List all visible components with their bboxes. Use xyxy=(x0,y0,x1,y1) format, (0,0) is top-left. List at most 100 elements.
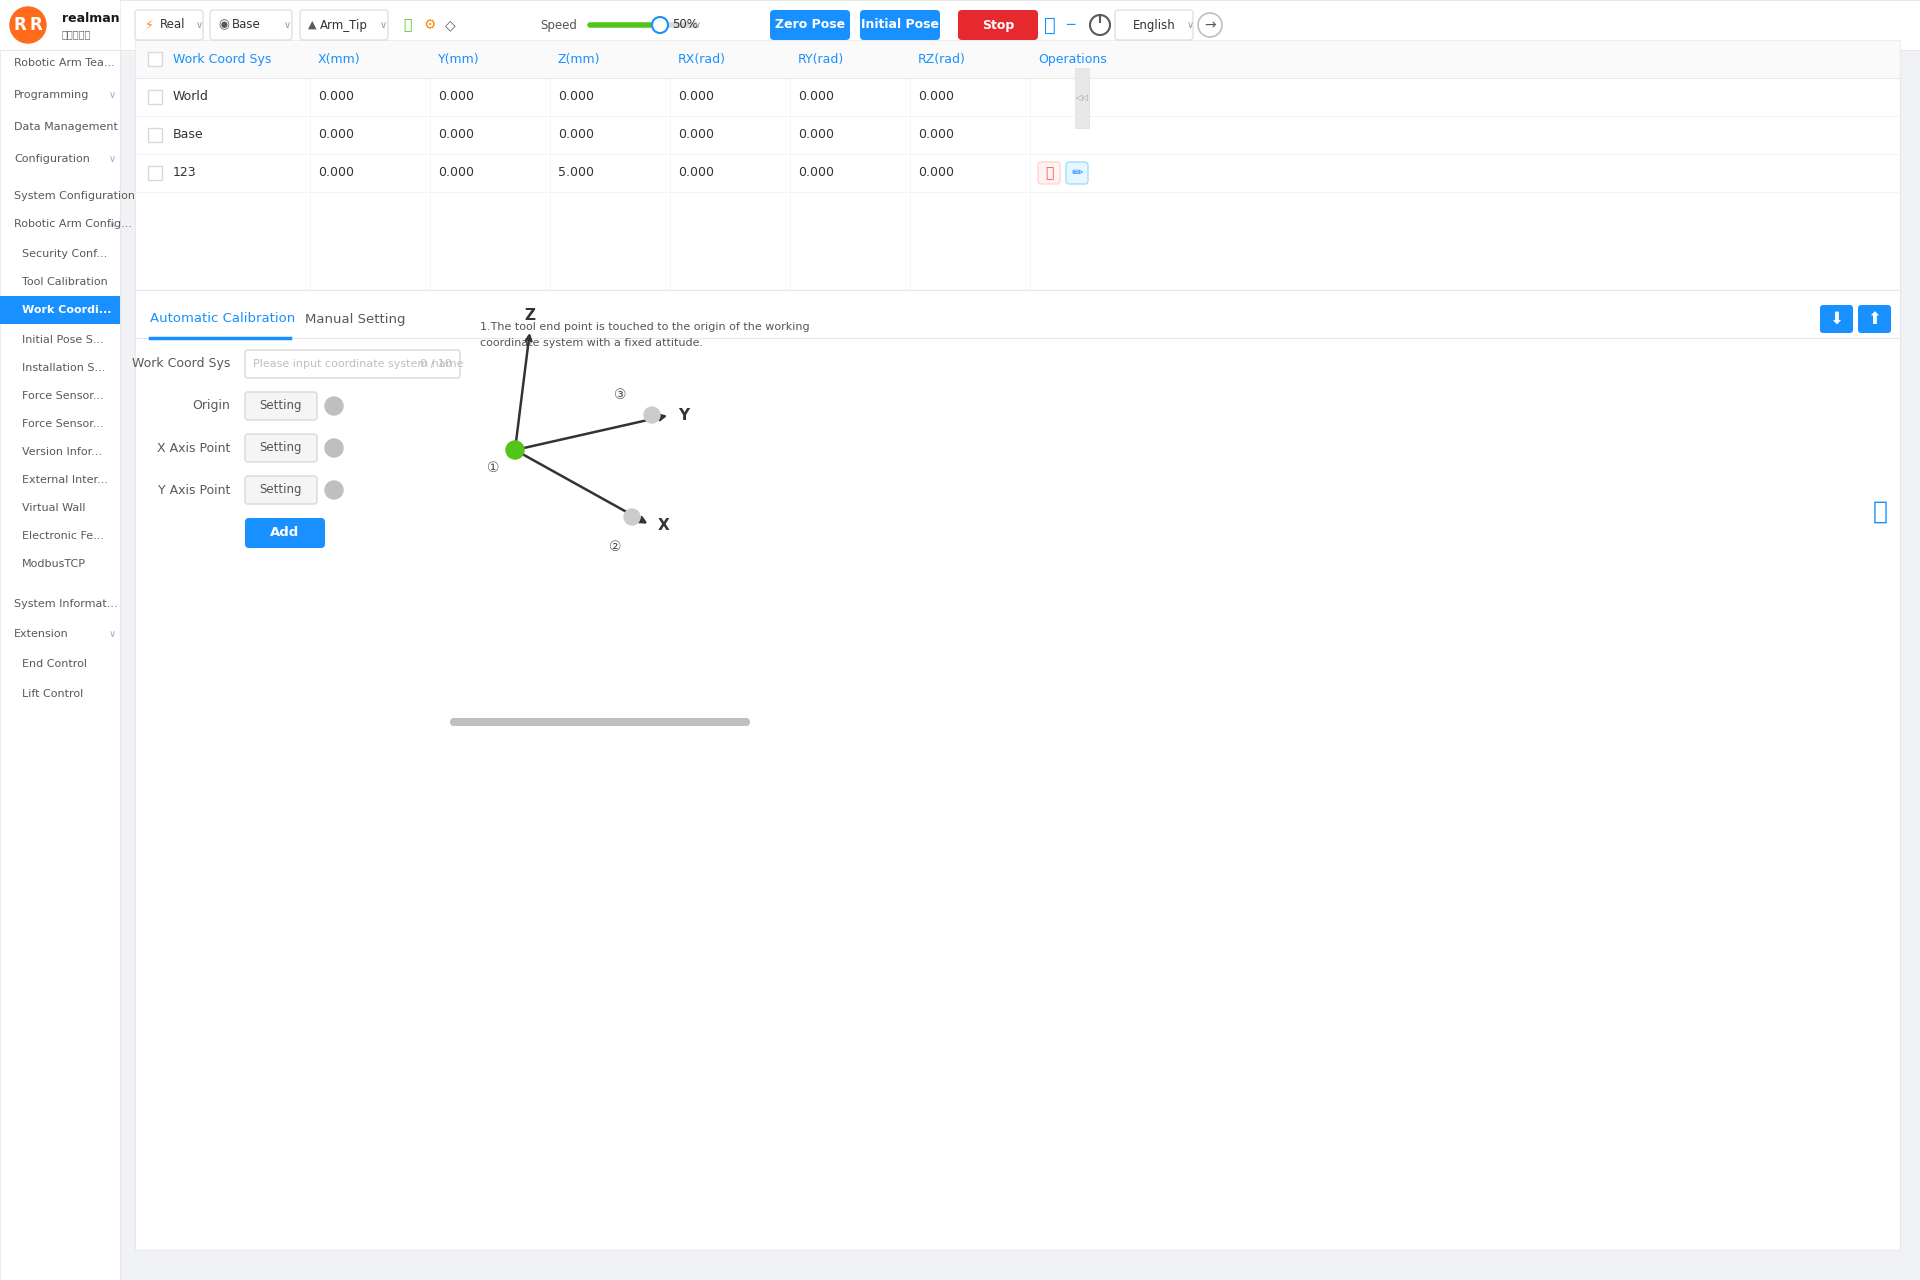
Bar xyxy=(0,296,119,324)
Text: ＋: ＋ xyxy=(1044,15,1056,35)
Text: 0.000: 0.000 xyxy=(319,166,353,179)
Text: Zero Pose: Zero Pose xyxy=(776,18,845,32)
Text: 🌿: 🌿 xyxy=(403,18,411,32)
Text: ∨: ∨ xyxy=(380,20,388,29)
Bar xyxy=(1075,68,1089,128)
Text: 50%: 50% xyxy=(672,18,697,32)
Text: 0.000: 0.000 xyxy=(918,128,954,142)
Text: 0.000: 0.000 xyxy=(319,91,353,104)
Text: ⚙: ⚙ xyxy=(424,18,436,32)
Circle shape xyxy=(324,439,344,457)
FancyBboxPatch shape xyxy=(246,392,317,420)
FancyBboxPatch shape xyxy=(1859,305,1891,333)
Text: ⬇: ⬇ xyxy=(1830,310,1843,328)
Text: ◉: ◉ xyxy=(219,18,228,32)
Text: Work Coordi...: Work Coordi... xyxy=(21,305,111,315)
Text: Manual Setting: Manual Setting xyxy=(305,312,405,325)
FancyBboxPatch shape xyxy=(1116,10,1192,40)
Text: ∨: ∨ xyxy=(108,628,115,639)
Text: Stop: Stop xyxy=(981,18,1014,32)
Text: ◁◁: ◁◁ xyxy=(1075,93,1089,102)
FancyBboxPatch shape xyxy=(246,518,324,548)
Text: coordinate system with a fixed attitude.: coordinate system with a fixed attitude. xyxy=(480,338,703,348)
FancyBboxPatch shape xyxy=(300,10,388,40)
Bar xyxy=(0,50,119,1280)
Text: English: English xyxy=(1133,18,1175,32)
Text: Operations: Operations xyxy=(1039,52,1106,65)
Text: RY(rad): RY(rad) xyxy=(799,52,845,65)
Text: 0.000: 0.000 xyxy=(438,128,474,142)
Text: ∨: ∨ xyxy=(108,90,115,100)
FancyBboxPatch shape xyxy=(770,10,851,40)
Text: Arm_Tip: Arm_Tip xyxy=(321,18,369,32)
Text: Extension: Extension xyxy=(13,628,69,639)
Text: Configuration: Configuration xyxy=(13,154,90,164)
Text: ②: ② xyxy=(609,540,622,554)
Text: ∨: ∨ xyxy=(284,20,292,29)
Text: ①: ① xyxy=(488,461,499,475)
Text: 0.000: 0.000 xyxy=(559,128,593,142)
Text: 0.000: 0.000 xyxy=(438,166,474,179)
Text: Data Management: Data Management xyxy=(13,122,117,132)
Circle shape xyxy=(324,481,344,499)
Text: Initial Pose: Initial Pose xyxy=(860,18,939,32)
Text: 0.000: 0.000 xyxy=(678,128,714,142)
Text: X(mm): X(mm) xyxy=(319,52,361,65)
Text: Y: Y xyxy=(678,407,689,422)
Text: Installation S...: Installation S... xyxy=(21,364,106,372)
Text: Virtual Wall: Virtual Wall xyxy=(21,503,86,513)
Text: RX(rad): RX(rad) xyxy=(678,52,726,65)
Text: 睿尔曼智能: 睿尔曼智能 xyxy=(61,29,92,38)
Text: 0.000: 0.000 xyxy=(918,91,954,104)
Text: ∨: ∨ xyxy=(196,20,204,29)
Text: 0.000: 0.000 xyxy=(799,128,833,142)
Text: 👁: 👁 xyxy=(1872,500,1887,524)
Bar xyxy=(148,166,161,180)
Text: 0.000: 0.000 xyxy=(918,166,954,179)
Text: Please input coordinate system name: Please input coordinate system name xyxy=(253,358,463,369)
Text: Z(mm): Z(mm) xyxy=(559,52,601,65)
Text: Speed: Speed xyxy=(540,18,576,32)
Text: 123: 123 xyxy=(173,166,196,179)
Circle shape xyxy=(624,509,639,525)
Text: Robotic Arm Tea...: Robotic Arm Tea... xyxy=(13,58,115,68)
Text: ⬆: ⬆ xyxy=(1866,310,1882,328)
Text: 1.The tool end point is touched to the origin of the working: 1.The tool end point is touched to the o… xyxy=(480,323,810,332)
Text: R: R xyxy=(29,15,42,35)
Text: 0.000: 0.000 xyxy=(559,91,593,104)
Text: Y Axis Point: Y Axis Point xyxy=(157,484,230,497)
Text: Lift Control: Lift Control xyxy=(21,689,83,699)
Text: ✏: ✏ xyxy=(1071,166,1083,180)
Text: realman: realman xyxy=(61,12,119,24)
Bar xyxy=(134,291,1901,1251)
Bar xyxy=(148,52,161,67)
Circle shape xyxy=(643,407,660,422)
Text: ⚡: ⚡ xyxy=(146,18,154,32)
FancyBboxPatch shape xyxy=(246,349,461,378)
Text: 0.000: 0.000 xyxy=(799,91,833,104)
Text: X: X xyxy=(659,517,670,532)
Text: Force Sensor...: Force Sensor... xyxy=(21,390,104,401)
Circle shape xyxy=(10,6,46,44)
Text: ─: ─ xyxy=(1066,18,1073,32)
Text: 0.000: 0.000 xyxy=(678,91,714,104)
Text: ModbusTCP: ModbusTCP xyxy=(21,559,86,570)
Text: Version Infor...: Version Infor... xyxy=(21,447,102,457)
FancyBboxPatch shape xyxy=(958,10,1039,40)
Text: Work Coord Sys: Work Coord Sys xyxy=(132,357,230,370)
Bar xyxy=(0,0,1920,50)
Text: ∨: ∨ xyxy=(108,154,115,164)
Text: Origin: Origin xyxy=(192,399,230,412)
FancyBboxPatch shape xyxy=(134,10,204,40)
Text: →: → xyxy=(1204,18,1215,32)
Circle shape xyxy=(507,442,524,460)
Text: Initial Pose S...: Initial Pose S... xyxy=(21,335,104,346)
Text: R: R xyxy=(13,15,27,35)
FancyBboxPatch shape xyxy=(209,10,292,40)
Text: Y(mm): Y(mm) xyxy=(438,52,480,65)
Text: Base: Base xyxy=(232,18,261,32)
FancyBboxPatch shape xyxy=(1039,163,1060,184)
Text: Base: Base xyxy=(173,128,204,142)
FancyBboxPatch shape xyxy=(1066,163,1089,184)
Text: ∨: ∨ xyxy=(1187,20,1194,29)
